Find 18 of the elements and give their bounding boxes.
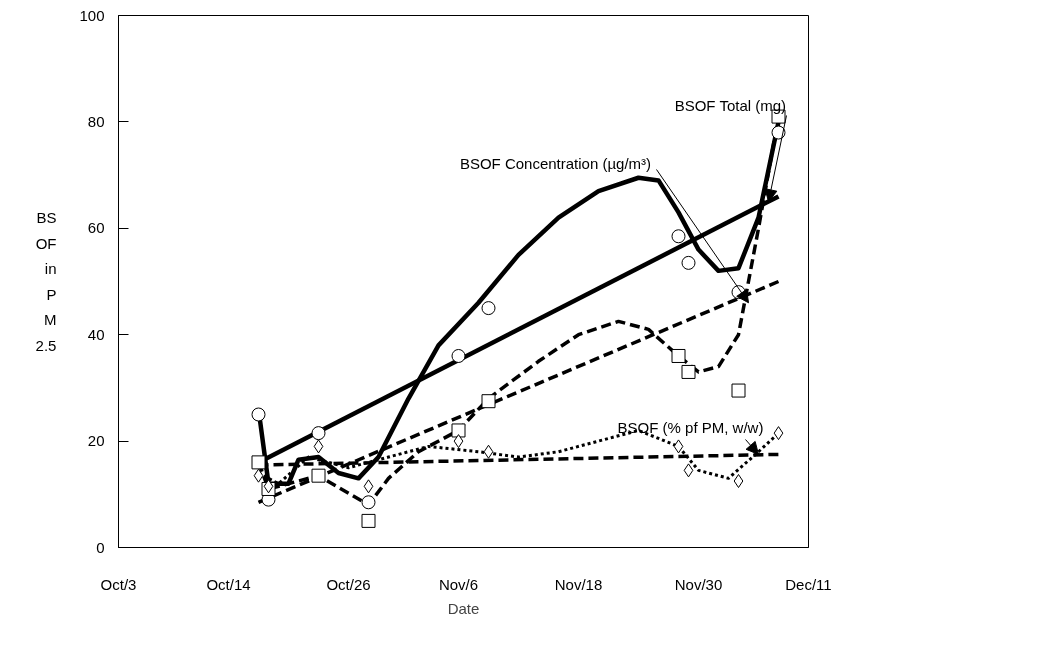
x-tick-label: Oct/14 bbox=[206, 575, 251, 593]
x-tick-label: Nov/18 bbox=[554, 575, 603, 593]
y-tick-label: 80 bbox=[87, 112, 105, 130]
x-tick-label: Nov/30 bbox=[674, 575, 723, 593]
x-tick-label: Nov/6 bbox=[438, 575, 479, 593]
y-axis-title: BS OF in P M 2.5 bbox=[35, 209, 57, 354]
annotation: BSOF Total (mg) bbox=[674, 97, 787, 114]
y-tick-label: 20 bbox=[87, 432, 105, 450]
y-tick-label: 100 bbox=[79, 6, 105, 24]
y-tick-label: 40 bbox=[87, 325, 105, 343]
annotation: BSOF (% pf PM, w/w) bbox=[617, 419, 764, 436]
y-tick-label: 0 bbox=[96, 538, 105, 556]
y-tick-label: 60 bbox=[87, 219, 105, 237]
annotation: BSOF Concentration (µg/m³) bbox=[459, 155, 652, 172]
x-tick-label: Oct/3 bbox=[100, 575, 137, 593]
x-axis-title: Date bbox=[447, 599, 480, 617]
x-tick-label: Dec/11 bbox=[785, 575, 832, 593]
x-tick-label: Oct/26 bbox=[326, 575, 371, 593]
